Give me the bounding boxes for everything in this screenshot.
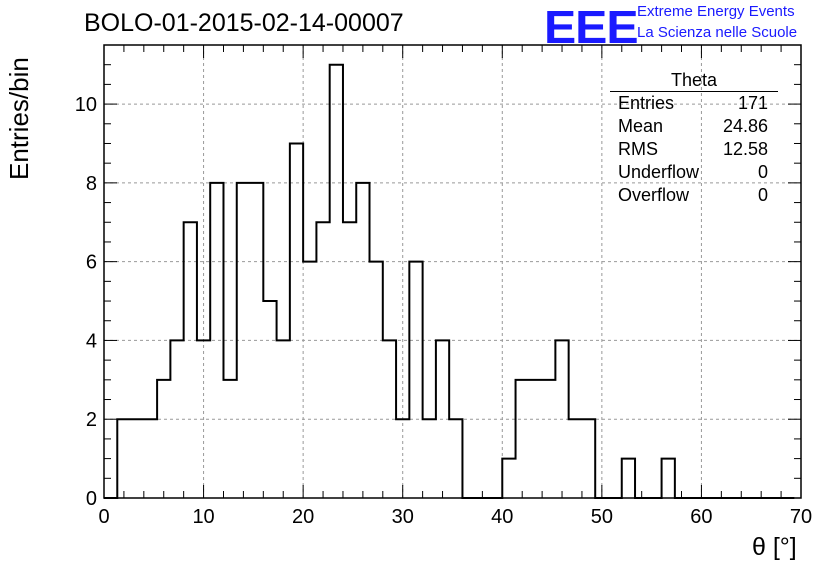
eee-logo-line2: La Scienza nelle Scuole: [637, 24, 798, 41]
x-axis-label: θ [°]: [752, 533, 797, 561]
x-tick-label: 40: [491, 506, 513, 528]
histogram-series: [104, 63, 795, 499]
stats-label: Entries: [618, 93, 675, 113]
stats-label: Underflow: [618, 162, 700, 182]
stats-value: 0: [757, 185, 768, 205]
x-tick-label: 50: [591, 506, 613, 528]
stats-value: 171: [737, 93, 768, 113]
y-axis-label: Entries/bin: [4, 57, 34, 180]
eee-logo-line1: Extreme Energy Events: [637, 3, 795, 20]
stats-row-underflow: Underflow 0: [610, 161, 778, 184]
statistics-box: Theta Entries 171 Mean 24.86 RMS 12.58 U…: [610, 70, 778, 207]
y-tick-label: 8: [86, 173, 97, 195]
stats-value: 12.58: [722, 139, 768, 159]
stats-label: Overflow: [618, 185, 690, 205]
x-tick-label: 10: [192, 506, 214, 528]
stats-row-rms: RMS 12.58: [610, 138, 778, 161]
run-title: BOLO-01-2015-02-14-00007: [84, 9, 404, 37]
x-tick-label: 20: [292, 506, 314, 528]
stats-title: Theta: [610, 70, 778, 92]
y-tick-label: 10: [75, 94, 97, 116]
stats-row-mean: Mean 24.86: [610, 115, 778, 138]
x-tick-label: 0: [98, 506, 109, 528]
tick-labels: 0 10 20 30 40 50 60 70 0 2 4 6 8 10: [75, 94, 812, 528]
y-tick-label: 0: [86, 488, 97, 510]
stats-label: Mean: [618, 116, 664, 136]
x-tick-label: 70: [790, 506, 812, 528]
stats-value: 24.86: [722, 116, 768, 136]
x-tick-label: 60: [690, 506, 712, 528]
stats-row-entries: Entries 171: [610, 92, 778, 115]
y-tick-label: 2: [86, 409, 97, 431]
x-tick-label: 30: [392, 506, 414, 528]
y-tick-label: 6: [86, 252, 97, 274]
stats-value: 0: [757, 162, 768, 182]
y-tick-label: 4: [86, 330, 97, 352]
plot-frame: [103, 44, 802, 499]
stats-row-overflow: Overflow 0: [610, 184, 778, 207]
stats-label: RMS: [618, 139, 658, 159]
